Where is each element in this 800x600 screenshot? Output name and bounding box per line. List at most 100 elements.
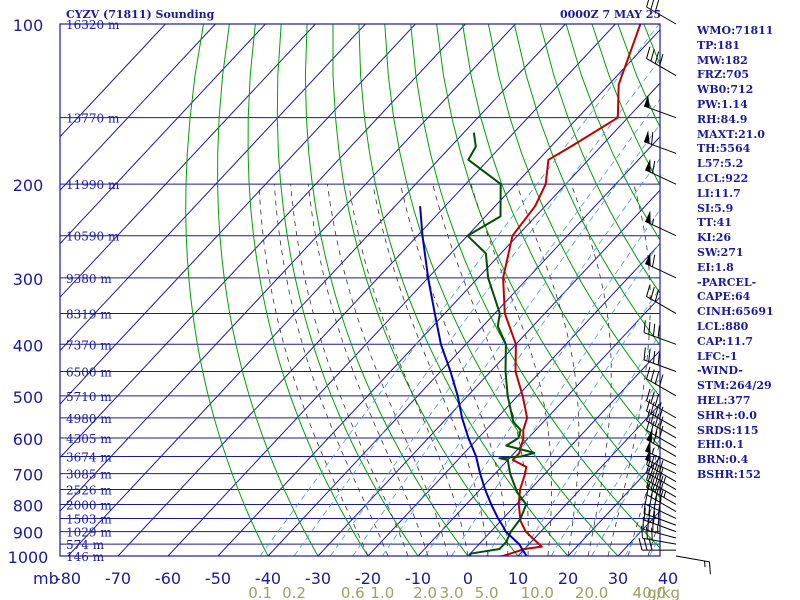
index-line: STM:264/29 (697, 379, 772, 393)
isotherm-line (60, 24, 216, 191)
dewpoint-line (466, 132, 536, 556)
dry-adiabat (332, 24, 519, 556)
height-label: 1029 m (66, 526, 112, 540)
index-line: SHR+:0.0 (697, 408, 757, 422)
pressure-tick-label: 700 (13, 466, 44, 485)
mixing-ratio-unit: g/kg (647, 584, 680, 600)
index-line: L57:5.2 (697, 157, 744, 171)
index-line: HEL:377 (697, 393, 751, 407)
wind-barb (646, 399, 677, 429)
sounding-time: 0000Z 7 MAY 25 (560, 8, 662, 21)
indices-panel: WMO:71811 TP:181 MW:182 FRZ:705 WB0:712 PW:1.… (697, 24, 774, 483)
height-label: 3085 m (66, 468, 112, 482)
moist-adiabat (570, 183, 612, 556)
wind-barb (646, 366, 677, 397)
temperature-tick-labels: -80 -70 -60 -50 -40 -30 -20 -10 0 10 20 30 40 (55, 569, 678, 588)
mixing-ratio-lines (259, 24, 660, 556)
wind-barb (642, 516, 677, 539)
dry-adiabat (462, 24, 660, 448)
pressure-tick-label: 800 (13, 496, 44, 515)
height-label: 146 m (66, 550, 105, 564)
height-label: 11990 m (66, 178, 120, 192)
index-line: PW:1.14 (697, 97, 748, 111)
pressure-tick-label: 500 (13, 388, 44, 407)
moist-adiabat (470, 183, 552, 556)
wind-barb (675, 555, 711, 575)
height-label: 6500 m (66, 366, 112, 380)
dry-adiabat (185, 24, 269, 556)
temperature-tick-label: -80 (55, 569, 81, 588)
isotherm-line (117, 24, 616, 556)
index-line: LCL:880 (697, 319, 749, 333)
pressure-axis-label: mb (33, 569, 59, 588)
height-label: 2000 m (66, 498, 112, 512)
isotherm-line (367, 242, 660, 556)
moist-adiabat (516, 183, 580, 556)
temperature-tick-label: 40 (658, 569, 678, 588)
height-label: 7370 m (66, 338, 112, 352)
wind-barb (638, 538, 676, 551)
profile-series (419, 24, 642, 556)
mixing-ratio-label: 0.1 (248, 584, 272, 600)
index-line: CAPE:64 (697, 290, 751, 304)
plot-frame (59, 23, 661, 557)
mixing-ratio-labels: 0.1 0.2 0.6 1.0 2.0 3.0 5.0 10.0 20.0 40.0g/kg (248, 584, 680, 600)
height-label: 2526 m (66, 484, 112, 498)
mixing-ratio-line (486, 287, 660, 556)
moist-adiabat (627, 440, 660, 556)
temperature-tick-label: -40 (255, 569, 281, 588)
isotherm-line (167, 29, 660, 556)
dry-adiabat (358, 24, 569, 556)
wind-barb (643, 94, 677, 119)
moist-adiabat (432, 184, 529, 556)
index-line: KI:26 (697, 231, 732, 245)
index-line: EHI:0.1 (697, 438, 745, 452)
height-labels: 16320 m 13770 m 11990 m 10590 m 9380 m 8319 m… (66, 18, 120, 564)
mixing-ratio-line (573, 410, 660, 556)
temperature-tick-label: -30 (305, 569, 331, 588)
wind-barb (644, 210, 677, 237)
index-line: -WIND- (697, 364, 743, 378)
temperature-tick-label: -20 (355, 569, 381, 588)
index-line: FRZ:705 (697, 68, 750, 82)
mixing-ratio-line (352, 123, 660, 556)
plot-border (59, 23, 661, 557)
moist-adiabat (258, 184, 369, 556)
height-label: 8319 m (66, 307, 112, 321)
temperature-tick-label: -10 (405, 569, 431, 588)
parcel-line (419, 206, 528, 556)
isotherm-line (217, 82, 660, 556)
index-line: SW:271 (697, 245, 744, 259)
isotherm-line (60, 24, 466, 459)
temperature-tick-label: -50 (205, 569, 231, 588)
index-line: BRN:0.4 (697, 453, 749, 467)
index-line: MAXT:21.0 (697, 127, 765, 141)
moist-adiabats (258, 183, 660, 556)
dry-adiabat (410, 24, 660, 549)
mixing-ratio-label: 0.6 (341, 584, 365, 600)
moist-adiabat (400, 184, 509, 556)
mixing-ratio-label: 2.0 (413, 584, 437, 600)
mixing-ratio-line (520, 333, 660, 556)
wind-barb (646, 460, 677, 490)
height-label: 1503 m (66, 512, 112, 526)
isotherm-line (467, 349, 660, 556)
isotherm-line (60, 24, 316, 298)
pressure-tick-labels: 100 200 300 400 500 600 700 800 900 1000 mb (8, 16, 59, 588)
temperature-tick-label: -60 (155, 569, 181, 588)
mixing-ratio-line (624, 492, 660, 556)
height-label: 13770 m (66, 112, 120, 126)
index-line: CINH:65691 (697, 305, 774, 319)
temperature-tick-label: 30 (608, 569, 628, 588)
moist-adiabat (372, 184, 489, 556)
pressure-tick-label: 200 (13, 176, 44, 195)
index-line: TH:5564 (697, 142, 751, 156)
mixing-ratio-line (550, 376, 660, 556)
wind-barb (643, 130, 677, 154)
height-label: 9380 m (66, 272, 112, 286)
index-line: -PARCEL- (697, 275, 757, 289)
index-line: EI:1.8 (697, 260, 734, 274)
height-label: 4305 m (66, 432, 112, 446)
mixing-ratio-line (382, 157, 660, 556)
